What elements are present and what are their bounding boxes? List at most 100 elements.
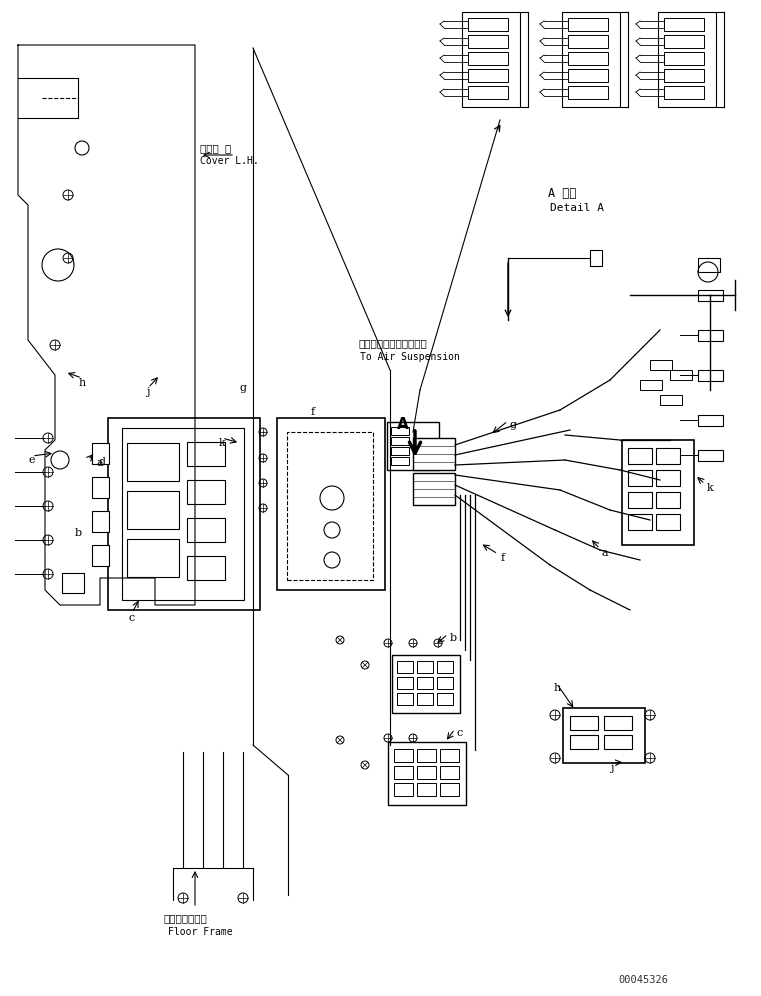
Bar (417, 749, 436, 762)
Bar (187, 442, 225, 466)
Text: k: k (707, 483, 713, 493)
Bar (698, 330, 723, 341)
Bar (628, 448, 652, 464)
Bar (397, 677, 413, 689)
Bar (394, 766, 413, 779)
Bar (92, 477, 109, 498)
Bar (658, 12, 716, 107)
Bar (656, 470, 680, 486)
Bar (127, 539, 179, 577)
Bar (122, 428, 244, 600)
Text: a: a (97, 458, 103, 468)
Bar (656, 448, 680, 464)
Bar (391, 437, 409, 445)
Text: エアーサスペンションへ: エアーサスペンションへ (358, 338, 427, 348)
Bar (622, 440, 694, 545)
Bar (92, 545, 109, 566)
Bar (670, 370, 692, 380)
Text: c: c (457, 728, 463, 738)
Bar (604, 716, 632, 730)
Bar (568, 18, 608, 31)
Text: a: a (602, 548, 608, 558)
Bar (417, 677, 433, 689)
Text: カバー 左: カバー 左 (200, 143, 231, 153)
Text: A 詳細: A 詳細 (548, 186, 577, 199)
Text: k: k (218, 438, 225, 448)
Bar (437, 661, 453, 673)
Text: d: d (98, 457, 106, 467)
Text: g: g (510, 420, 517, 430)
Bar (570, 735, 598, 749)
Bar (397, 661, 413, 673)
Bar (391, 457, 409, 465)
Bar (650, 360, 672, 370)
Bar (394, 749, 413, 762)
Bar (660, 395, 682, 405)
Bar (604, 735, 632, 749)
Bar (413, 473, 455, 505)
Text: j: j (610, 763, 614, 773)
Bar (628, 492, 652, 508)
Bar (92, 511, 109, 532)
Bar (108, 418, 260, 610)
Bar (388, 742, 466, 805)
Bar (417, 766, 436, 779)
Text: e: e (29, 455, 35, 465)
Bar (568, 86, 608, 99)
Bar (437, 677, 453, 689)
Bar (417, 661, 433, 673)
Bar (590, 250, 602, 266)
Bar (628, 514, 652, 530)
Bar (440, 766, 459, 779)
Bar (392, 655, 460, 713)
Text: h: h (553, 683, 561, 693)
Text: フロアフレーム: フロアフレーム (163, 913, 207, 923)
Bar (440, 749, 459, 762)
Bar (387, 422, 439, 470)
Text: b: b (75, 528, 81, 538)
Bar (413, 438, 455, 470)
Bar (562, 12, 620, 107)
Bar (391, 427, 409, 435)
Text: b: b (450, 633, 457, 643)
Bar (187, 480, 225, 504)
Bar (187, 518, 225, 542)
Bar (437, 693, 453, 705)
Bar (656, 492, 680, 508)
Bar (468, 35, 508, 48)
Bar (664, 35, 704, 48)
Bar (394, 783, 413, 796)
Bar (640, 380, 662, 390)
Bar (277, 418, 385, 590)
Bar (628, 470, 652, 486)
Text: j: j (146, 387, 150, 397)
Text: A: A (397, 416, 409, 431)
Bar (462, 12, 520, 107)
Bar (440, 783, 459, 796)
Text: Floor Frame: Floor Frame (168, 927, 233, 937)
Bar (391, 447, 409, 455)
Bar (468, 86, 508, 99)
Bar (698, 450, 723, 461)
Bar (698, 370, 723, 381)
Bar (92, 443, 109, 464)
Bar (664, 86, 704, 99)
Bar (417, 693, 433, 705)
Bar (698, 290, 723, 301)
Bar (664, 18, 704, 31)
Bar (698, 415, 723, 426)
Text: c: c (129, 613, 135, 623)
Bar (563, 708, 645, 763)
Bar (698, 258, 720, 272)
Bar (664, 69, 704, 82)
Bar (187, 556, 225, 580)
Text: f: f (501, 553, 505, 563)
Bar (397, 693, 413, 705)
Bar (568, 52, 608, 65)
Bar (127, 491, 179, 529)
Polygon shape (18, 45, 195, 605)
Text: g: g (240, 383, 247, 393)
Text: Cover L.H.: Cover L.H. (200, 156, 259, 166)
Text: f: f (311, 407, 315, 417)
Bar (287, 432, 373, 580)
